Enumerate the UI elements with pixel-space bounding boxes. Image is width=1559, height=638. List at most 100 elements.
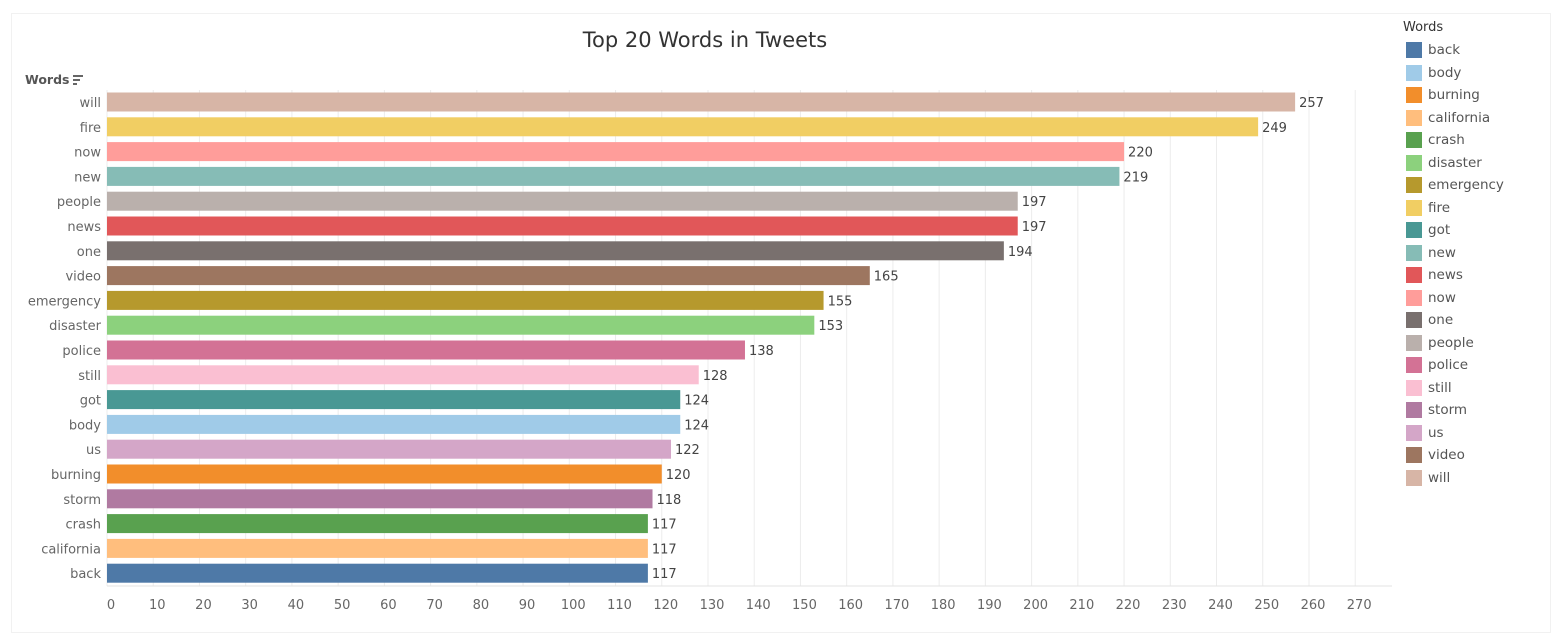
x-tick-label: 220 [1116, 598, 1141, 613]
bar-news[interactable] [107, 216, 1018, 236]
legend-item-now[interactable]: now [1403, 287, 1553, 310]
bar-new[interactable] [107, 166, 1120, 186]
legend-item-will[interactable]: will [1403, 467, 1553, 490]
value-label-us: 122 [675, 443, 700, 458]
category-label-disaster: disaster [49, 319, 101, 334]
legend-label: now [1428, 289, 1456, 306]
legend-label: crash [1428, 132, 1465, 149]
x-tick-label: 50 [334, 598, 351, 613]
legend-label: us [1428, 424, 1444, 441]
bar-video[interactable] [107, 266, 870, 286]
legend-item-body[interactable]: body [1403, 62, 1553, 85]
bar-body[interactable] [107, 414, 681, 434]
legend-item-disaster[interactable]: disaster [1403, 152, 1553, 175]
x-tick-label: 250 [1254, 598, 1279, 613]
legend-item-news[interactable]: news [1403, 264, 1553, 287]
bar-will[interactable] [107, 92, 1296, 112]
legend-item-video[interactable]: video [1403, 444, 1553, 467]
legend-swatch [1406, 312, 1422, 329]
sort-icon[interactable] [73, 75, 84, 85]
category-label-back: back [70, 567, 101, 582]
x-tick-label: 210 [1069, 598, 1094, 613]
bars [107, 92, 1296, 583]
category-label-emergency: emergency [28, 294, 101, 309]
legend-swatch [1406, 357, 1422, 374]
bar-storm[interactable] [107, 489, 653, 509]
legend-item-police[interactable]: police [1403, 354, 1553, 377]
legend-item-crash[interactable]: crash [1403, 129, 1553, 152]
x-tick-label: 140 [746, 598, 771, 613]
legend-item-new[interactable]: new [1403, 242, 1553, 265]
category-label-one: one [77, 245, 101, 260]
x-tick-label: 190 [977, 598, 1002, 613]
value-label-burning: 120 [666, 468, 691, 483]
legend-label: will [1428, 469, 1451, 486]
bar-still[interactable] [107, 365, 699, 385]
legend-swatch [1406, 267, 1422, 284]
legend-label: new [1428, 244, 1456, 261]
value-label-video: 165 [874, 270, 899, 285]
value-label-fire: 249 [1262, 121, 1287, 136]
value-label-body: 124 [684, 418, 709, 433]
y-axis-label: Words [25, 72, 70, 87]
value-label-disaster: 153 [818, 319, 843, 334]
x-tick-label: 270 [1347, 598, 1372, 613]
value-label-new: 219 [1123, 170, 1148, 185]
x-tick-label: 130 [700, 598, 725, 613]
category-label-still: still [78, 369, 101, 384]
legend-swatch [1406, 289, 1422, 306]
chart-title: Top 20 Words in Tweets [582, 28, 828, 52]
legend-label: disaster [1428, 154, 1482, 171]
legend-swatch [1406, 379, 1422, 396]
legend-item-fire[interactable]: fire [1403, 197, 1553, 220]
bar-california[interactable] [107, 538, 648, 558]
x-tick-label: 60 [380, 598, 397, 613]
bar-now[interactable] [107, 142, 1125, 162]
legend-label: video [1428, 447, 1465, 464]
value-labels: 257 249 220 219 197 197 194 165 155 153 138 128 124 1… [652, 96, 1324, 582]
bar-people[interactable] [107, 191, 1018, 211]
bar-one[interactable] [107, 241, 1004, 261]
legend-swatch [1406, 87, 1422, 104]
legend-swatch [1406, 402, 1422, 419]
bar-police[interactable] [107, 340, 745, 360]
legend-item-one[interactable]: one [1403, 309, 1553, 332]
legend-item-people[interactable]: people [1403, 332, 1553, 355]
legend-item-storm[interactable]: storm [1403, 399, 1553, 422]
legend-items: back body burning california crash disaster em… [1403, 39, 1553, 489]
bar-crash[interactable] [107, 514, 648, 534]
bar-back[interactable] [107, 563, 648, 583]
legend-item-still[interactable]: still [1403, 377, 1553, 400]
category-label-will: will [80, 96, 101, 111]
legend-item-burning[interactable]: burning [1403, 84, 1553, 107]
x-tick-label: 150 [792, 598, 817, 613]
category-label-got: got [80, 394, 101, 409]
x-tick-label: 0 [107, 598, 115, 613]
bar-emergency[interactable] [107, 290, 824, 310]
value-label-got: 124 [684, 394, 709, 409]
legend-item-got[interactable]: got [1403, 219, 1553, 242]
chart-frame [11, 13, 1551, 633]
bar-fire[interactable] [107, 117, 1259, 137]
x-tick-label: 260 [1301, 598, 1326, 613]
legend-swatch [1406, 109, 1422, 126]
category-label-storm: storm [63, 493, 101, 508]
value-label-one: 194 [1008, 245, 1033, 260]
legend-label: people [1428, 334, 1474, 351]
bar-us[interactable] [107, 439, 672, 459]
legend-item-us[interactable]: us [1403, 422, 1553, 445]
value-label-back: 117 [652, 567, 677, 582]
bar-disaster[interactable] [107, 315, 815, 335]
legend-item-emergency[interactable]: emergency [1403, 174, 1553, 197]
legend-swatch [1406, 177, 1422, 194]
category-label-now: now [74, 146, 101, 161]
value-label-people: 197 [1022, 195, 1047, 210]
legend-item-back[interactable]: back [1403, 39, 1553, 62]
legend-label: one [1428, 312, 1454, 329]
bar-burning[interactable] [107, 464, 662, 484]
legend-label: police [1428, 357, 1469, 374]
legend-swatch [1406, 334, 1422, 351]
bar-got[interactable] [107, 390, 681, 410]
legend-item-california[interactable]: california [1403, 107, 1553, 130]
